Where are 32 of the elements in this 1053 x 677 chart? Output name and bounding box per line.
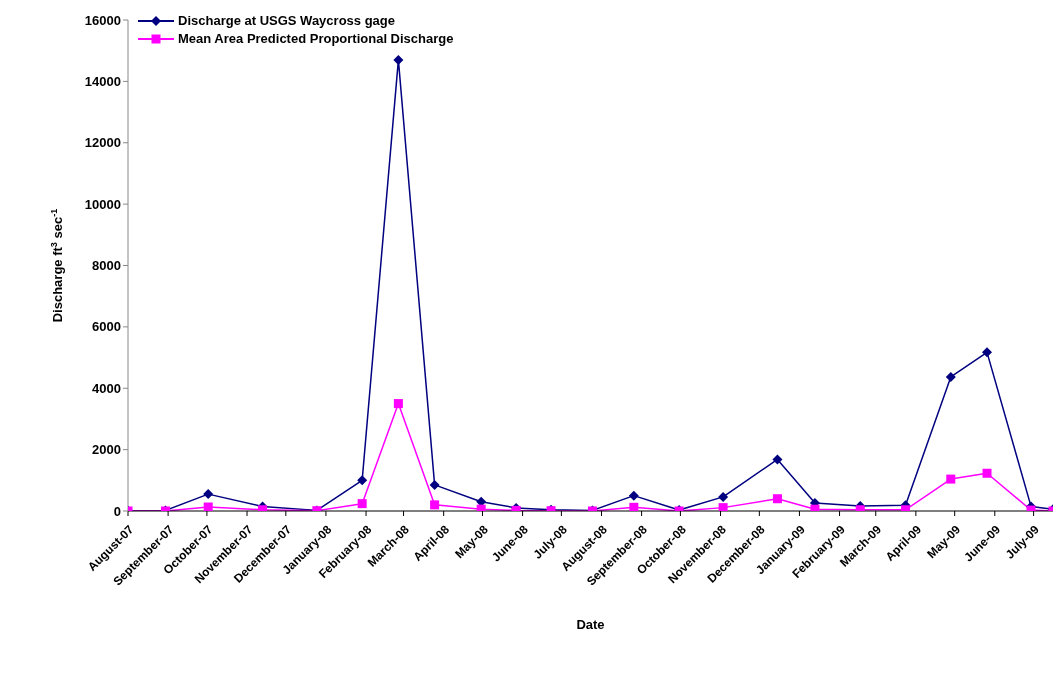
point xyxy=(393,399,403,409)
point xyxy=(946,474,956,484)
y-tick-label: 10000 xyxy=(84,196,121,212)
point xyxy=(718,503,728,511)
y-tick-label: 8000 xyxy=(92,258,121,274)
point xyxy=(718,491,729,502)
point xyxy=(628,490,639,501)
point xyxy=(945,371,956,382)
point xyxy=(203,489,214,500)
point xyxy=(629,502,639,511)
point xyxy=(430,500,440,510)
point xyxy=(772,494,782,504)
point xyxy=(357,475,368,486)
y-tick-label: 16000 xyxy=(84,12,121,28)
point xyxy=(393,54,404,65)
point xyxy=(429,479,440,490)
legend-label: Mean Area Predicted Proportional Discharge xyxy=(178,30,454,48)
y-tick-label: 14000 xyxy=(84,73,121,89)
y-tick-label: 2000 xyxy=(92,442,121,458)
y-tick-label: 0 xyxy=(113,503,121,519)
point xyxy=(203,502,213,511)
point xyxy=(772,454,783,465)
point xyxy=(476,504,486,511)
y-tick-label: 6000 xyxy=(92,319,121,335)
y-tick-label: 4000 xyxy=(92,380,121,396)
point xyxy=(982,468,992,478)
x-axis-title: Date xyxy=(576,617,605,632)
point xyxy=(982,347,993,358)
point xyxy=(357,499,367,509)
point xyxy=(810,504,820,511)
y-tick-label: 12000 xyxy=(84,135,121,151)
legend-label: Discharge at USGS Waycross gage xyxy=(178,12,395,30)
